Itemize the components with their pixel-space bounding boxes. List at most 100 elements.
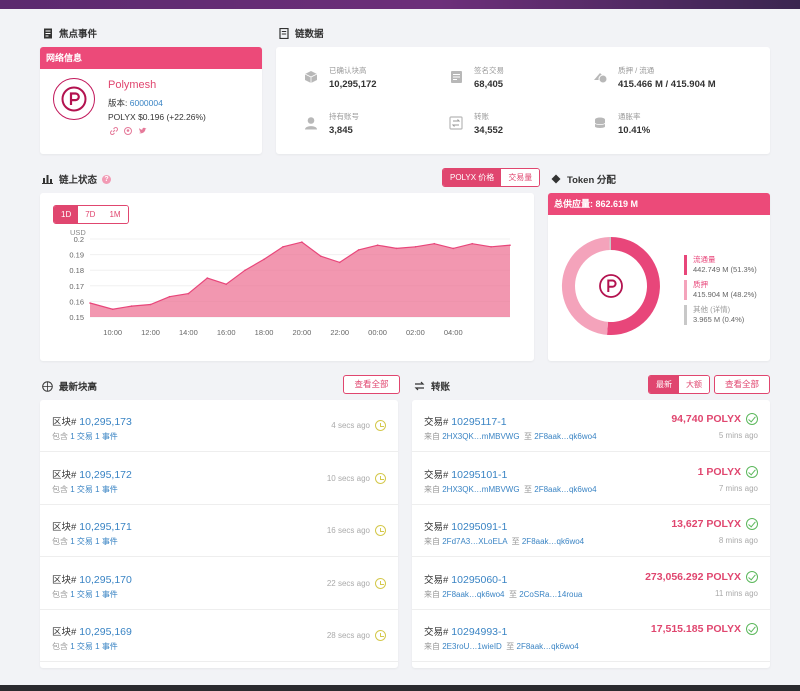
- transfers-section-title: 转账: [414, 379, 450, 393]
- transfer-time: 5 mins ago: [718, 431, 758, 440]
- events-link[interactable]: 1 事件: [95, 537, 118, 546]
- price-point: [282, 246, 284, 248]
- y-axis-label: USD: [70, 228, 86, 237]
- help-icon[interactable]: ?: [102, 174, 112, 184]
- donut-slice[interactable]: [561, 237, 610, 335]
- price-point: [225, 283, 227, 285]
- price-point: [111, 308, 114, 310]
- block-number-link[interactable]: 10,295,173: [79, 416, 132, 428]
- price-chart-card: 1D 7D 1M USD 0.2 0.19 0.18 0.17 0.16 0.15 10:00…: [40, 193, 534, 361]
- transfer-title: 交易# 10295091-1: [424, 521, 508, 533]
- stat-finalized-blocks: 已确认块高 10,295,172: [303, 66, 377, 92]
- github-icon[interactable]: [124, 127, 132, 138]
- extrinsics-link[interactable]: 1 交易: [70, 484, 93, 494]
- x-tick-label: 04:00: [444, 328, 463, 337]
- extrinsics-link[interactable]: 1 交易: [70, 589, 93, 599]
- y-tick-label: 0.16: [69, 297, 84, 306]
- transfer-id-link[interactable]: 10294993-1: [451, 626, 508, 638]
- events-link[interactable]: 1 事件: [95, 484, 118, 494]
- legend-swatch: [684, 305, 687, 325]
- from-address-link[interactable]: 2Fd7A3…XLoELA: [442, 537, 508, 546]
- from-address-link[interactable]: 2HX3QK…mMBVWG: [442, 484, 520, 494]
- block-time: 28 secs ago: [327, 630, 386, 641]
- legend-circulating: 流通量 442.749 M (51.3%): [684, 255, 757, 275]
- coins-icon: [592, 115, 608, 131]
- legend-swatch: [684, 280, 687, 300]
- token-icon: [550, 174, 561, 185]
- price-point: [187, 292, 190, 295]
- block-row: 区块# 10,295,170 包含 1 交易 1 事件 22 secs ago: [40, 558, 398, 610]
- range-7d[interactable]: 7D: [78, 206, 103, 223]
- transfer-title: 交易# 10294993-1: [424, 626, 508, 638]
- block-title: 区块# 10,295,170: [52, 573, 132, 586]
- transfer-row: 交易# 10295101-1 来自 2HX3QK…mMBVWG 至 2F8aak…q…: [412, 453, 770, 505]
- document-icon: [448, 69, 464, 85]
- version-value[interactable]: 6000004: [129, 98, 163, 108]
- stat-staking: 质押 / 流通 415.466 M / 415.904 M: [592, 66, 716, 92]
- donut-slice[interactable]: [609, 236, 611, 251]
- x-tick-label: 16:00: [217, 328, 236, 337]
- twitter-icon[interactable]: [138, 127, 147, 138]
- transfers-view-all-button[interactable]: 查看全部: [714, 375, 770, 394]
- tab-large[interactable]: 大额: [679, 376, 709, 393]
- events-link[interactable]: 1 事件: [95, 642, 118, 651]
- range-1m[interactable]: 1M: [102, 206, 128, 223]
- transfer-title: 交易# 10295060-1: [424, 573, 508, 586]
- tab-latest[interactable]: 最新: [649, 376, 679, 393]
- transfer-amount: 94,740 POLYX: [671, 413, 758, 425]
- price-point: [452, 247, 455, 250]
- transfer-id-link[interactable]: 10295091-1: [451, 521, 508, 533]
- link-icon[interactable]: [110, 127, 118, 138]
- transfer-id-link[interactable]: 10295060-1: [451, 573, 508, 586]
- extrinsics-link[interactable]: 1 交易: [70, 537, 93, 546]
- events-link[interactable]: 1 事件: [95, 589, 118, 599]
- blocks-view-all-button[interactable]: 查看全部: [343, 375, 400, 394]
- block-number-link[interactable]: 10,295,170: [79, 573, 132, 586]
- to-address-link[interactable]: 2F8aak…qk6wo4: [534, 484, 597, 494]
- price-point: [490, 246, 492, 248]
- stat-inflation: 通胀率 10.41%: [592, 112, 650, 138]
- from-address-link[interactable]: 2HX3QK…mMBVWG: [442, 432, 520, 441]
- block-contents: 包含 1 交易 1 事件: [52, 484, 118, 494]
- network-name[interactable]: Polymesh: [108, 79, 157, 91]
- extrinsics-link[interactable]: 1 交易: [70, 642, 93, 651]
- legend-swatch: [684, 255, 687, 275]
- to-address-link[interactable]: 2F8aak…qk6wo4: [516, 642, 579, 651]
- transfer-id-link[interactable]: 10295117-1: [451, 416, 507, 428]
- tab-volume[interactable]: 交易量: [501, 169, 540, 186]
- donut-slice[interactable]: [607, 237, 660, 335]
- price-point: [130, 305, 133, 307]
- version-line: 版本: 6000004: [108, 98, 163, 108]
- success-check-icon: [746, 518, 758, 530]
- price-point: [471, 242, 474, 245]
- chain-data-icon: [278, 27, 289, 39]
- polymesh-logo-icon: [53, 78, 95, 120]
- block-number-link[interactable]: 10,295,169: [79, 626, 132, 638]
- y-tick-label: 0.2: [74, 235, 84, 244]
- price-point: [89, 302, 91, 304]
- extrinsics-link[interactable]: 1 交易: [70, 432, 93, 441]
- transfer-id-link[interactable]: 10295101-1: [451, 468, 508, 481]
- block-number-link[interactable]: 10,295,172: [79, 468, 132, 481]
- events-link[interactable]: 1 事件: [95, 432, 118, 441]
- other-details-link[interactable]: 其他 (详情): [693, 305, 731, 314]
- x-tick-label: 14:00: [179, 328, 198, 337]
- focus-section-title: 焦点事件: [42, 26, 97, 40]
- to-address-link[interactable]: 2F8aak…qk6wo4: [521, 537, 585, 546]
- x-tick-label: 12:00: [141, 328, 160, 337]
- legend-other: 其他 (详情) 3.965 M (0.4%): [684, 305, 744, 325]
- from-address-link[interactable]: 2E3roU…1wieID: [442, 642, 502, 651]
- tab-polyx-price[interactable]: POLYX 价格: [443, 169, 502, 186]
- x-tick-label: 10:00: [103, 328, 122, 337]
- block-number-link[interactable]: 10,295,171: [79, 521, 132, 533]
- transfer-icon: [414, 381, 425, 392]
- pending-clock-icon: [375, 420, 386, 431]
- success-check-icon: [746, 413, 758, 425]
- from-address-link[interactable]: 2F8aak…qk6wo4: [442, 589, 505, 599]
- to-address-link[interactable]: 2CoSRa…14roua: [519, 589, 583, 599]
- block-contents: 包含 1 交易 1 事件: [52, 642, 118, 651]
- to-address-link[interactable]: 2F8aak…qk6wo4: [534, 432, 597, 441]
- range-1d[interactable]: 1D: [54, 206, 79, 223]
- success-check-icon: [746, 623, 758, 635]
